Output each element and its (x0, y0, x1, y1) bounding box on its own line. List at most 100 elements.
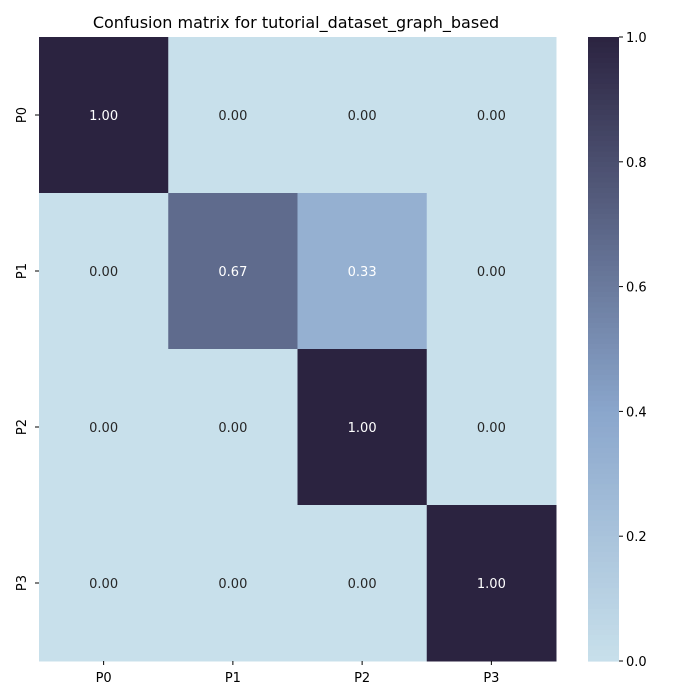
chart-title: Confusion matrix for tutorial_dataset_gr… (93, 13, 499, 33)
colorbar-segment (588, 551, 619, 558)
colorbar-segment (588, 505, 619, 511)
cell-value-label: 1.00 (89, 109, 118, 124)
colorbar-segment (588, 260, 619, 267)
colorbar-segment (588, 427, 619, 433)
colorbar-segment (588, 650, 619, 657)
heatmap-cell (297, 349, 428, 506)
colorbar-segment (588, 458, 619, 464)
colorbar-segment (588, 73, 619, 80)
colorbar-tick-label: 1.0 (626, 31, 647, 46)
cell-value-label: 0.00 (477, 109, 506, 124)
colorbar-segment (588, 37, 619, 43)
colorbar-segment (588, 447, 619, 454)
colorbar-segment (588, 317, 619, 324)
colorbar-segment (588, 52, 619, 59)
colorbar-segment (588, 572, 619, 579)
colorbar-segment (588, 494, 619, 501)
colorbar-segment (588, 624, 619, 631)
colorbar-segment (588, 473, 619, 480)
colorbar-segment (588, 629, 619, 636)
colorbar-segment (588, 234, 619, 241)
colorbar-segment (588, 562, 619, 568)
colorbar-segment (588, 588, 619, 594)
colorbar-segment (588, 291, 619, 298)
colorbar-segment (588, 47, 619, 54)
colorbar-segment (588, 104, 619, 111)
y-tick-label: P3 (15, 575, 30, 591)
colorbar-segment (588, 619, 619, 626)
colorbar-segment (588, 78, 619, 85)
colorbar-tick-label: 0.4 (626, 405, 647, 420)
colorbar-segment (588, 411, 619, 418)
colorbar-segment (588, 655, 619, 662)
cell-value-label: 0.00 (477, 421, 506, 436)
colorbar-segment (588, 437, 619, 444)
colorbar-segment (588, 99, 619, 106)
heatmap-cell (426, 37, 557, 194)
cell-value-label: 1.00 (477, 577, 506, 592)
colorbar-segment (588, 510, 619, 516)
cell-value-label: 1.00 (348, 421, 377, 436)
colorbar-segment (588, 245, 619, 251)
heatmap-cell (168, 349, 298, 506)
colorbar-segment (588, 520, 619, 527)
colorbar-segment (588, 416, 619, 423)
colorbar-segment (588, 125, 619, 132)
colorbar-segment (588, 349, 619, 355)
colorbar-segment (588, 453, 619, 459)
colorbar-segment (588, 598, 619, 605)
cell-value-label: 0.00 (218, 577, 247, 592)
colorbar-segment (588, 369, 619, 376)
y-tick-label: P1 (15, 263, 30, 279)
colorbar-segment (588, 219, 619, 225)
colorbar-segment (588, 515, 619, 522)
colorbar-segment (588, 380, 619, 386)
x-axis-ticks: P0 P1 P2 P3 (96, 661, 499, 686)
cell-value-label: 0.67 (218, 265, 247, 280)
colorbar-segment (588, 57, 619, 64)
heatmap-cell-labels: 1.00 0.00 0.00 0.00 0.00 0.67 0.33 0.00 0.00 0.00… (89, 109, 506, 592)
colorbar-segment (588, 375, 619, 381)
x-tick-label: P3 (483, 671, 499, 686)
colorbar-segment (588, 536, 619, 542)
heatmap-cell (297, 37, 428, 194)
colorbar-segment (588, 484, 619, 490)
x-tick-label: P1 (225, 671, 241, 686)
colorbar-segment (588, 333, 619, 340)
colorbar-segment (588, 557, 619, 563)
cell-value-label: 0.00 (477, 265, 506, 280)
colorbar-segment (588, 83, 619, 90)
colorbar-segment (588, 583, 619, 589)
colorbar-tick-label: 0.0 (626, 655, 647, 670)
colorbar-segment (588, 182, 619, 189)
cell-value-label: 0.00 (89, 577, 118, 592)
colorbar-segment (588, 432, 619, 438)
heatmap-cells (39, 37, 557, 662)
colorbar-segment (588, 187, 619, 194)
colorbar-segment (588, 614, 619, 620)
colorbar-segment (588, 593, 619, 600)
colorbar-segment (588, 281, 619, 288)
colorbar-segment (588, 135, 619, 142)
colorbar-segment (588, 489, 619, 496)
colorbar-segment (588, 312, 619, 319)
colorbar-segment (588, 250, 619, 256)
colorbar-segment (588, 198, 619, 204)
colorbar-segment (588, 42, 619, 48)
colorbar-segment (588, 567, 619, 574)
heatmap-cell (39, 505, 169, 662)
colorbar-segment (588, 442, 619, 449)
heatmap-cell (297, 505, 428, 662)
colorbar-segment (588, 609, 619, 615)
colorbar-segment (588, 359, 619, 366)
colorbar-segment (588, 541, 619, 548)
colorbar-segment (588, 151, 619, 158)
colorbar-segment (588, 130, 619, 137)
heatmap-cell (426, 349, 557, 506)
heatmap-cell (426, 193, 557, 350)
x-tick-label: P0 (96, 671, 112, 686)
colorbar-segment (588, 115, 619, 121)
colorbar-segment (588, 141, 619, 147)
cell-value-label: 0.00 (89, 421, 118, 436)
colorbar-segment (588, 603, 619, 610)
